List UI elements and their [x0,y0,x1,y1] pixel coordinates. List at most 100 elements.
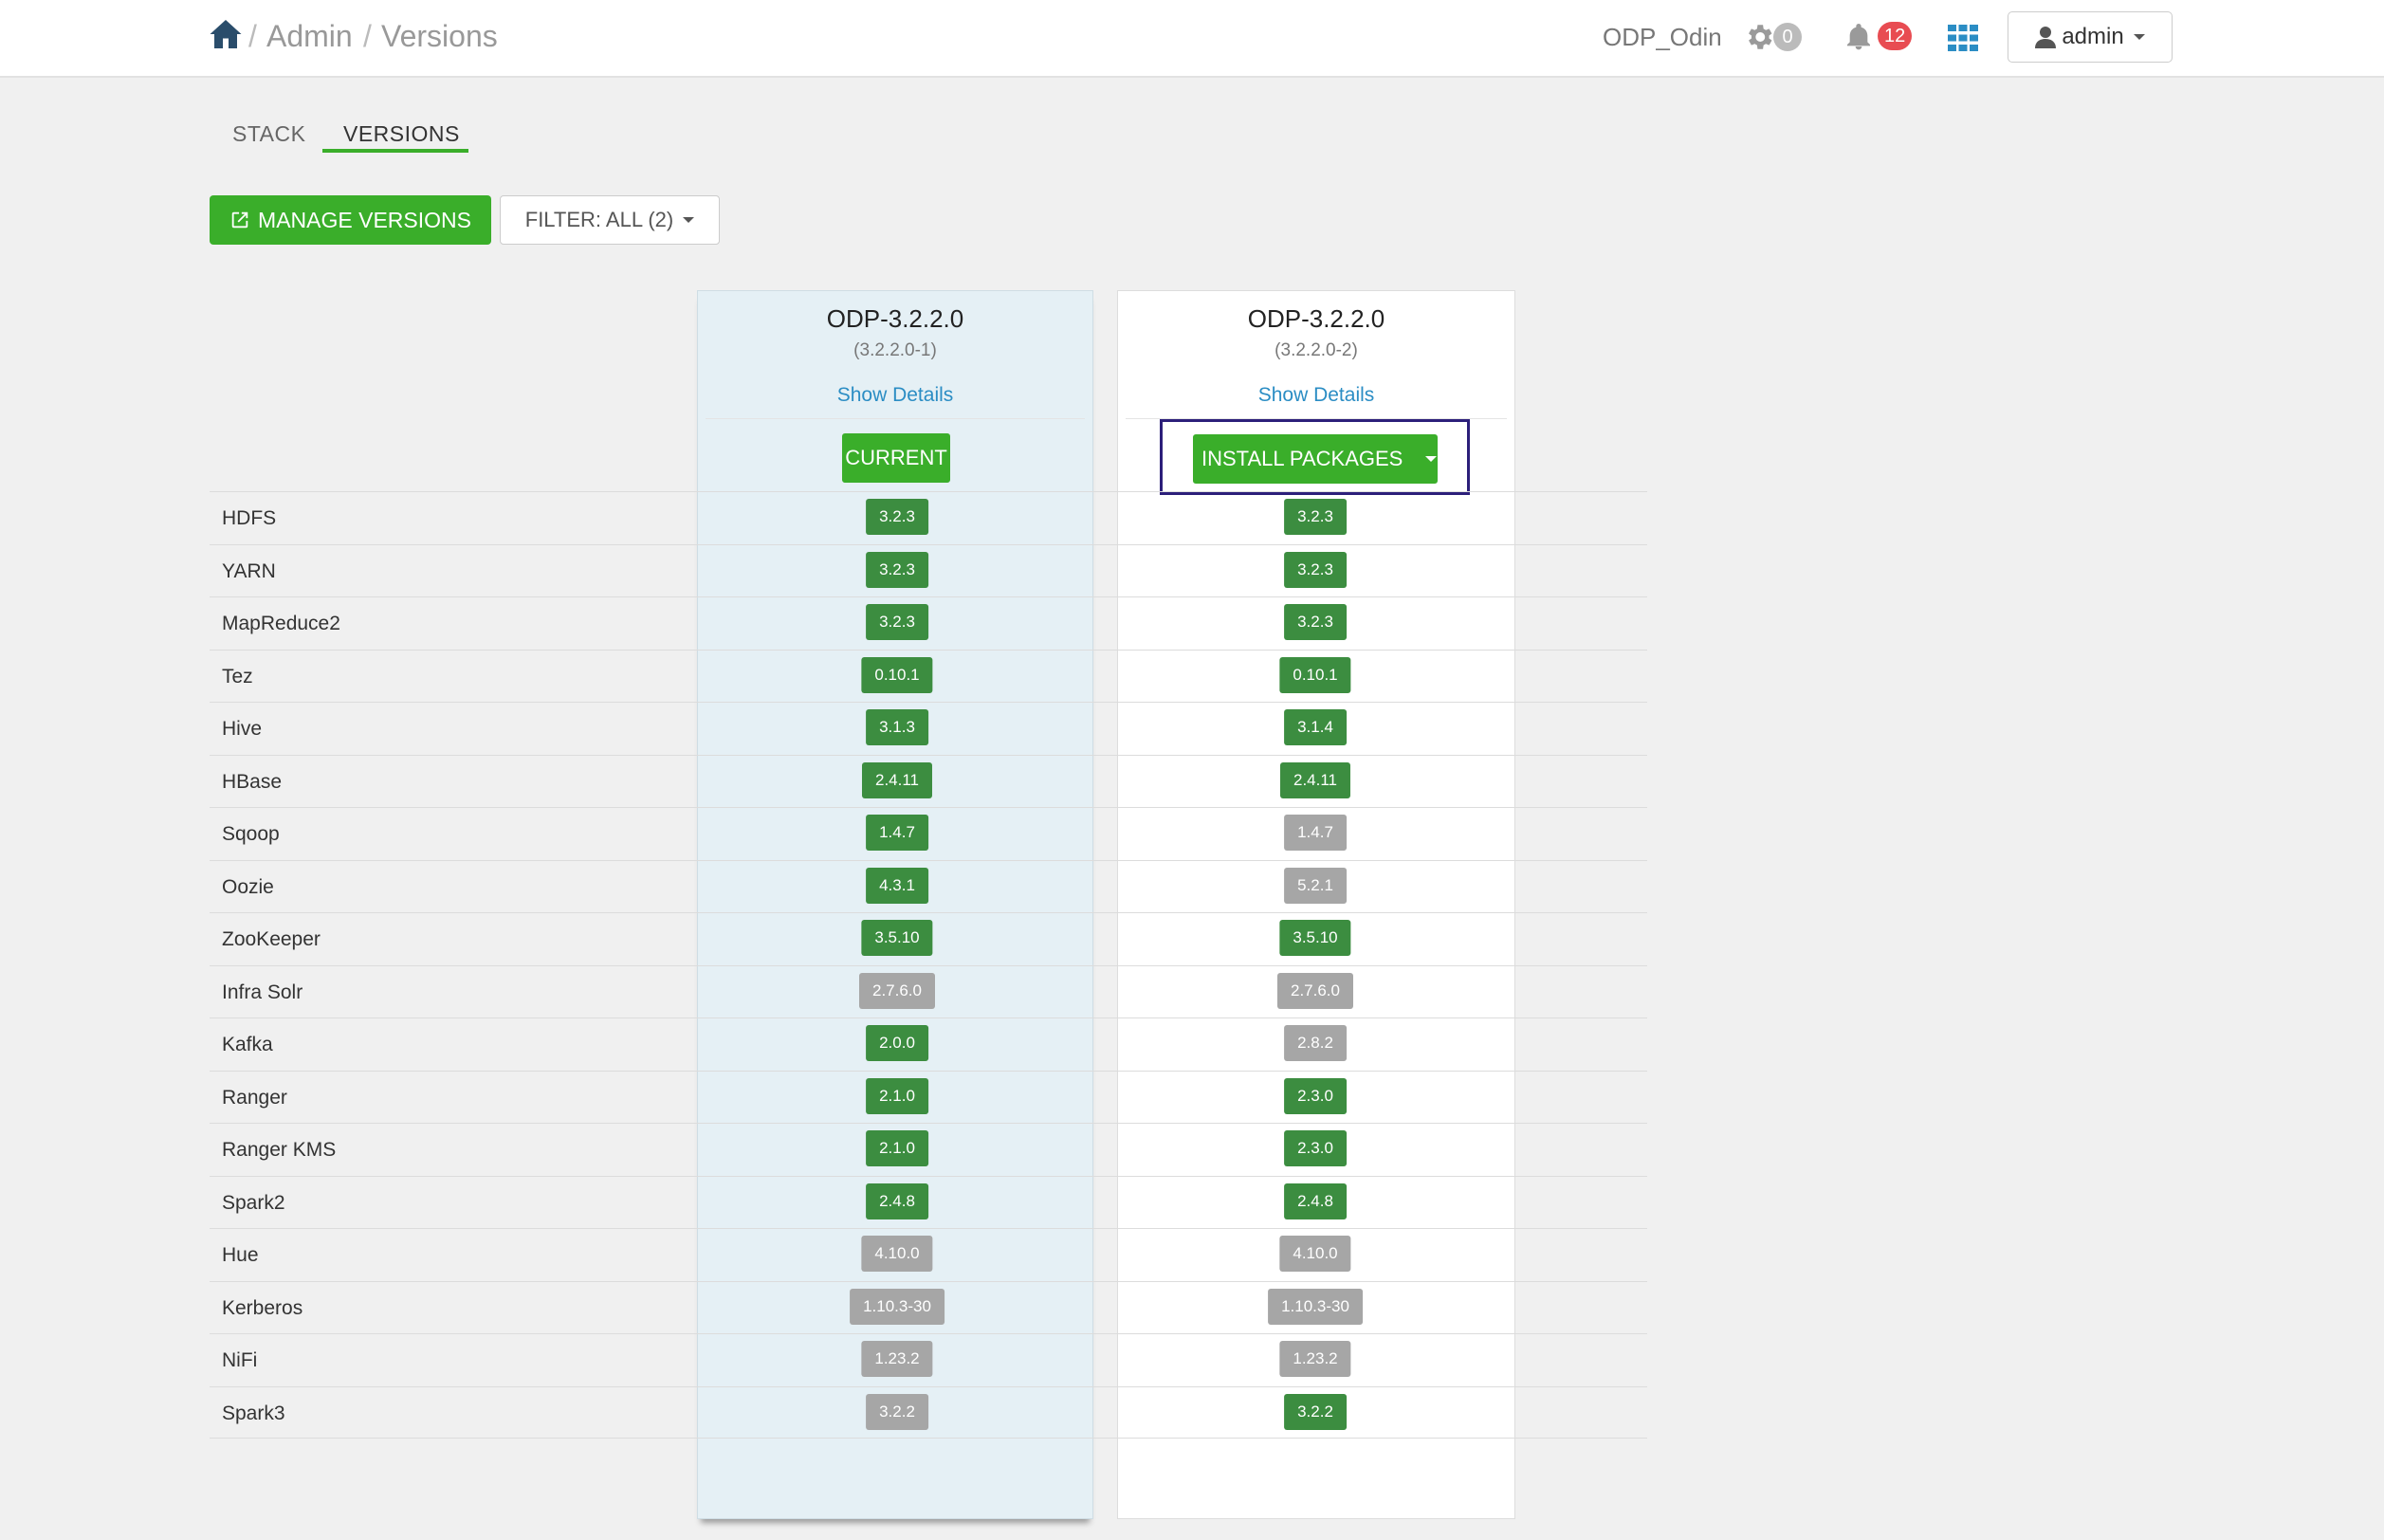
current-version-badge: 2.1.0 [866,1077,928,1114]
breadcrumb-admin[interactable]: Admin [266,19,353,53]
service-name: Spark3 [222,1402,285,1424]
highlight-frame [1160,419,1470,495]
target-version-badge: 5.2.1 [1284,867,1347,904]
target-version-badge: 3.2.3 [1284,499,1347,535]
table-row: MapReduce2 3.2.3 3.2.3 [210,596,1647,650]
external-link-icon [231,211,248,229]
target-version-badge: 3.2.3 [1284,551,1347,588]
target-version-badge: 2.3.0 [1284,1077,1347,1114]
install-packages-button[interactable]: INSTALL PACKAGES [1193,434,1438,484]
divider [706,418,1085,419]
service-name: NiFi [222,1349,258,1371]
table-row: NiFi 1.23.2 1.23.2 [210,1333,1647,1386]
top-navbar: / Admin / Versions ODP_Odin 0 12 admin [0,0,2384,78]
current-version-badge: 1.23.2 [861,1341,933,1377]
table-row: Tez 0.10.1 0.10.1 [210,649,1647,703]
version-title: ODP-3.2.2.0 [826,304,964,333]
target-version-badge: 3.5.10 [1279,920,1351,956]
gear-icon[interactable] [1743,21,1775,53]
target-version-badge: 2.3.0 [1284,1130,1347,1166]
install-packages-label: INSTALL PACKAGES [1201,447,1403,470]
current-version-badge: 2.7.6.0 [859,972,935,1009]
table-row: Sqoop 1.4.7 1.4.7 [210,807,1647,860]
chevron-down-icon[interactable] [1425,456,1438,462]
current-version-badge: 3.2.3 [866,499,928,535]
operations-count-badge[interactable]: 0 [1773,23,1802,51]
target-version-badge: 2.4.11 [1279,761,1351,798]
show-details-link[interactable]: Show Details [1257,384,1375,406]
service-name: ZooKeeper [222,928,321,950]
current-version-badge: 4.3.1 [866,867,928,904]
service-name: HDFS [222,507,277,529]
user-menu-button[interactable]: admin [2008,11,2173,63]
table-row: Hue 4.10.0 4.10.0 [210,1228,1647,1281]
service-name: Kafka [222,1034,273,1055]
active-tab-indicator [322,149,468,153]
service-name: MapReduce2 [222,613,340,634]
current-version-badge: 0.10.1 [861,656,933,693]
show-details-link[interactable]: Show Details [836,384,954,406]
table-row: Ranger KMS 2.1.0 2.3.0 [210,1123,1647,1176]
service-name: Ranger KMS [222,1139,337,1161]
apps-grid-icon[interactable] [1948,25,1978,51]
current-version-badge: 4.10.0 [861,1236,933,1272]
target-version-badge: 1.10.3-30 [1268,1288,1363,1325]
divider [1126,418,1507,419]
current-version-badge: 3.1.3 [866,709,928,745]
table-row: Ranger 2.1.0 2.3.0 [210,1070,1647,1124]
target-version-badge: 2.8.2 [1284,1025,1347,1061]
table-row: Spark2 2.4.8 2.4.8 [210,1175,1647,1229]
tab-stack[interactable]: STACK [232,121,306,146]
target-version-badge: 1.23.2 [1279,1341,1351,1377]
tab-versions[interactable]: VERSIONS [343,121,460,146]
current-version-badge: 3.2.3 [866,551,928,588]
service-name: Kerberos [222,1296,303,1319]
table-row: HDFS 3.2.3 3.2.3 [210,491,1647,544]
current-version-badge: 2.4.8 [866,1182,928,1219]
service-name: Spark2 [222,1191,285,1214]
table-row: Infra Solr 2.7.6.0 2.7.6.0 [210,964,1647,1018]
table-row: YARN 3.2.3 3.2.3 [210,543,1647,597]
service-name: Sqoop [222,823,280,845]
current-version-badge: 1.4.7 [866,815,928,851]
current-version-badge: 3.2.2 [866,1393,928,1430]
target-version-badge: 3.1.4 [1284,709,1347,745]
target-version-badge: 3.2.3 [1284,604,1347,640]
version-build: (3.2.2.0-1) [853,340,937,360]
table-row: HBase 2.4.11 2.4.11 [210,754,1647,808]
target-version-badge: 2.7.6.0 [1277,972,1353,1009]
cluster-name[interactable]: ODP_Odin [1603,23,1722,51]
version-title: ODP-3.2.2.0 [1247,304,1385,333]
service-name: Ranger [222,1086,287,1109]
service-name: Hive [222,718,263,740]
bell-icon[interactable] [1843,21,1874,53]
user-name: admin [2062,24,2124,49]
breadcrumb-separator: / [363,19,372,53]
current-version-badge: 2.4.11 [861,761,933,798]
chevron-down-icon [683,217,695,223]
service-name: Infra Solr [222,981,303,1003]
service-name: Hue [222,1244,259,1266]
home-icon[interactable] [209,17,243,51]
manage-versions-button[interactable]: MANAGE VERSIONS [210,195,491,245]
table-row: Kerberos 1.10.3-30 1.10.3-30 [210,1280,1647,1334]
alerts-count-badge[interactable]: 12 [1878,22,1913,50]
service-name: Oozie [222,875,274,898]
target-version-badge: 4.10.0 [1279,1236,1351,1272]
target-version-badge: 1.4.7 [1284,815,1347,851]
current-version-badge: 1.10.3-30 [850,1288,944,1325]
service-name: YARN [222,559,276,582]
table-row: Oozie 4.3.1 5.2.1 [210,859,1647,913]
current-version-button[interactable]: CURRENT [842,433,950,483]
service-name: HBase [222,770,283,793]
version-build: (3.2.2.0-2) [1275,340,1358,360]
table-row: Spark3 3.2.2 3.2.2 [210,1385,1647,1439]
table-row: Kafka 2.0.0 2.8.2 [210,1018,1647,1071]
current-version-badge: 2.0.0 [866,1025,928,1061]
filter-dropdown[interactable]: FILTER: ALL (2) [500,195,720,245]
breadcrumb-separator: / [248,19,257,53]
filter-label: FILTER: ALL (2) [524,208,674,231]
current-version-badge: 2.1.0 [866,1130,928,1166]
current-version-badge: 3.5.10 [861,920,933,956]
target-version-badge: 0.10.1 [1279,656,1351,693]
